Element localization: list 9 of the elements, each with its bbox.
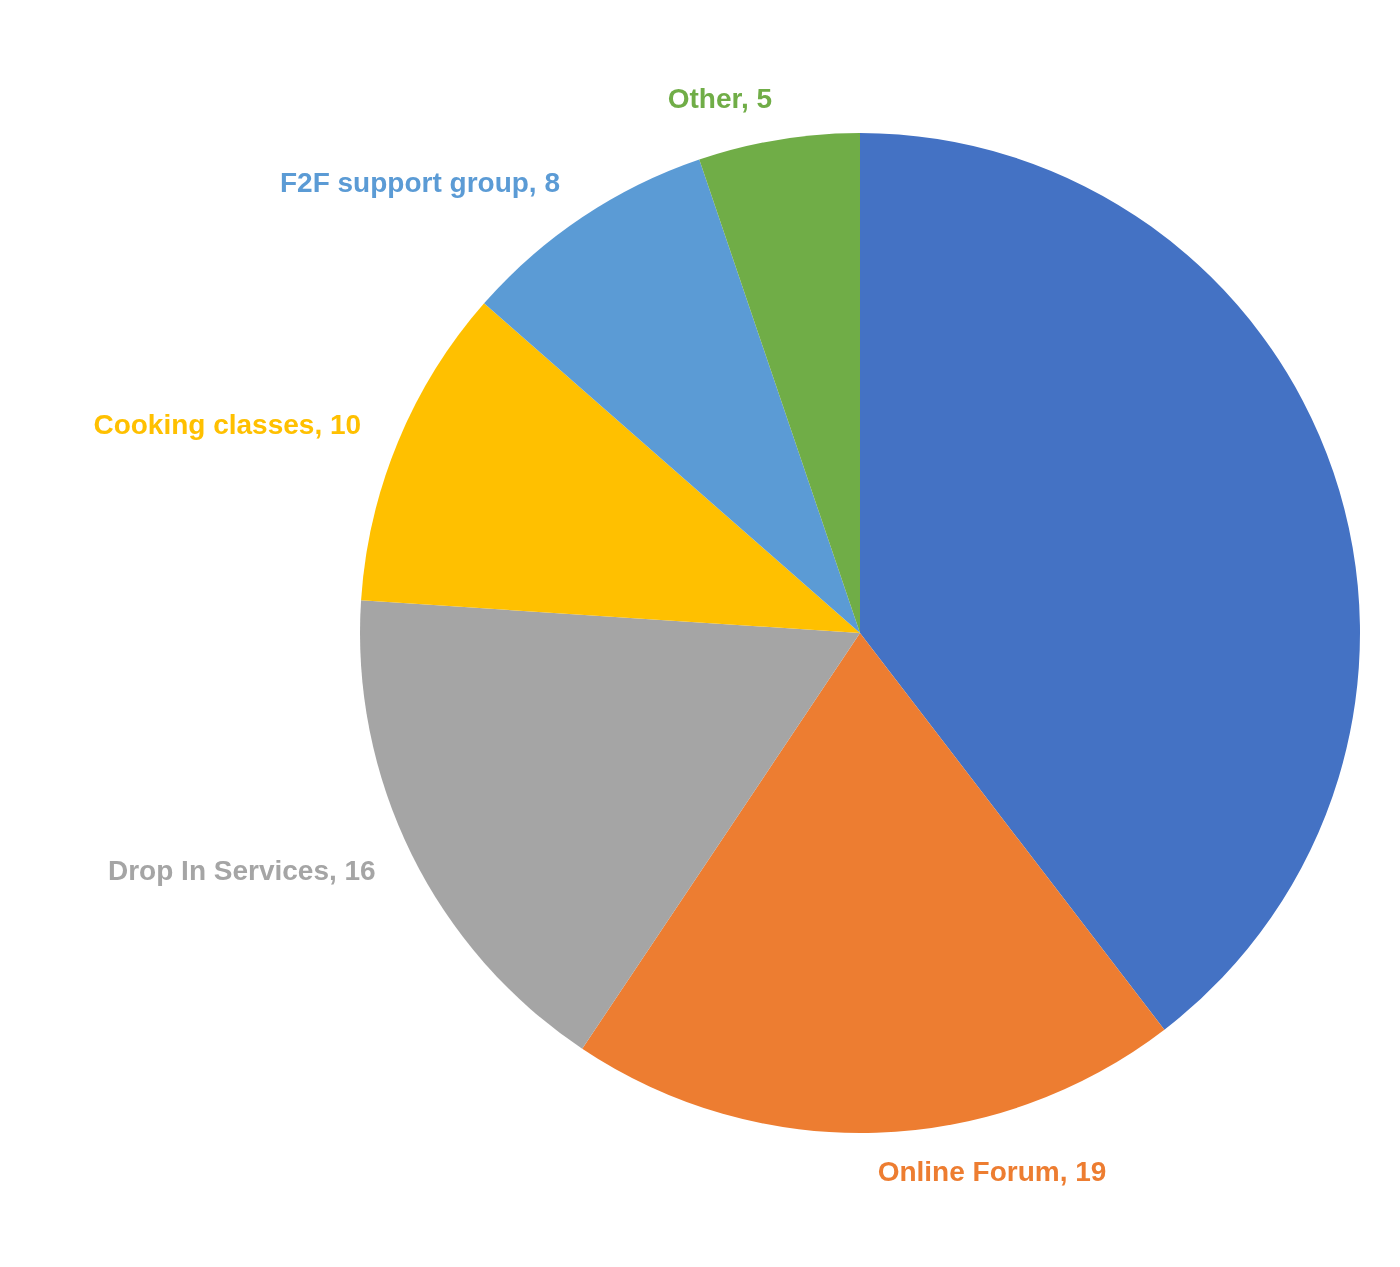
slice-label: F2F support group, 8 bbox=[279, 167, 560, 199]
pie-slice bbox=[582, 633, 1165, 1133]
pie-slice bbox=[860, 133, 1360, 1030]
slice-label: Drop In Services, 16 bbox=[108, 854, 376, 886]
pie-slice bbox=[699, 133, 860, 633]
slice-label: Other, 5 bbox=[667, 83, 773, 115]
slice-label: Online Forum, 19 bbox=[877, 1155, 1107, 1187]
slice-label: Cooking classes, 10 bbox=[93, 409, 362, 441]
pie-slice bbox=[361, 303, 860, 633]
